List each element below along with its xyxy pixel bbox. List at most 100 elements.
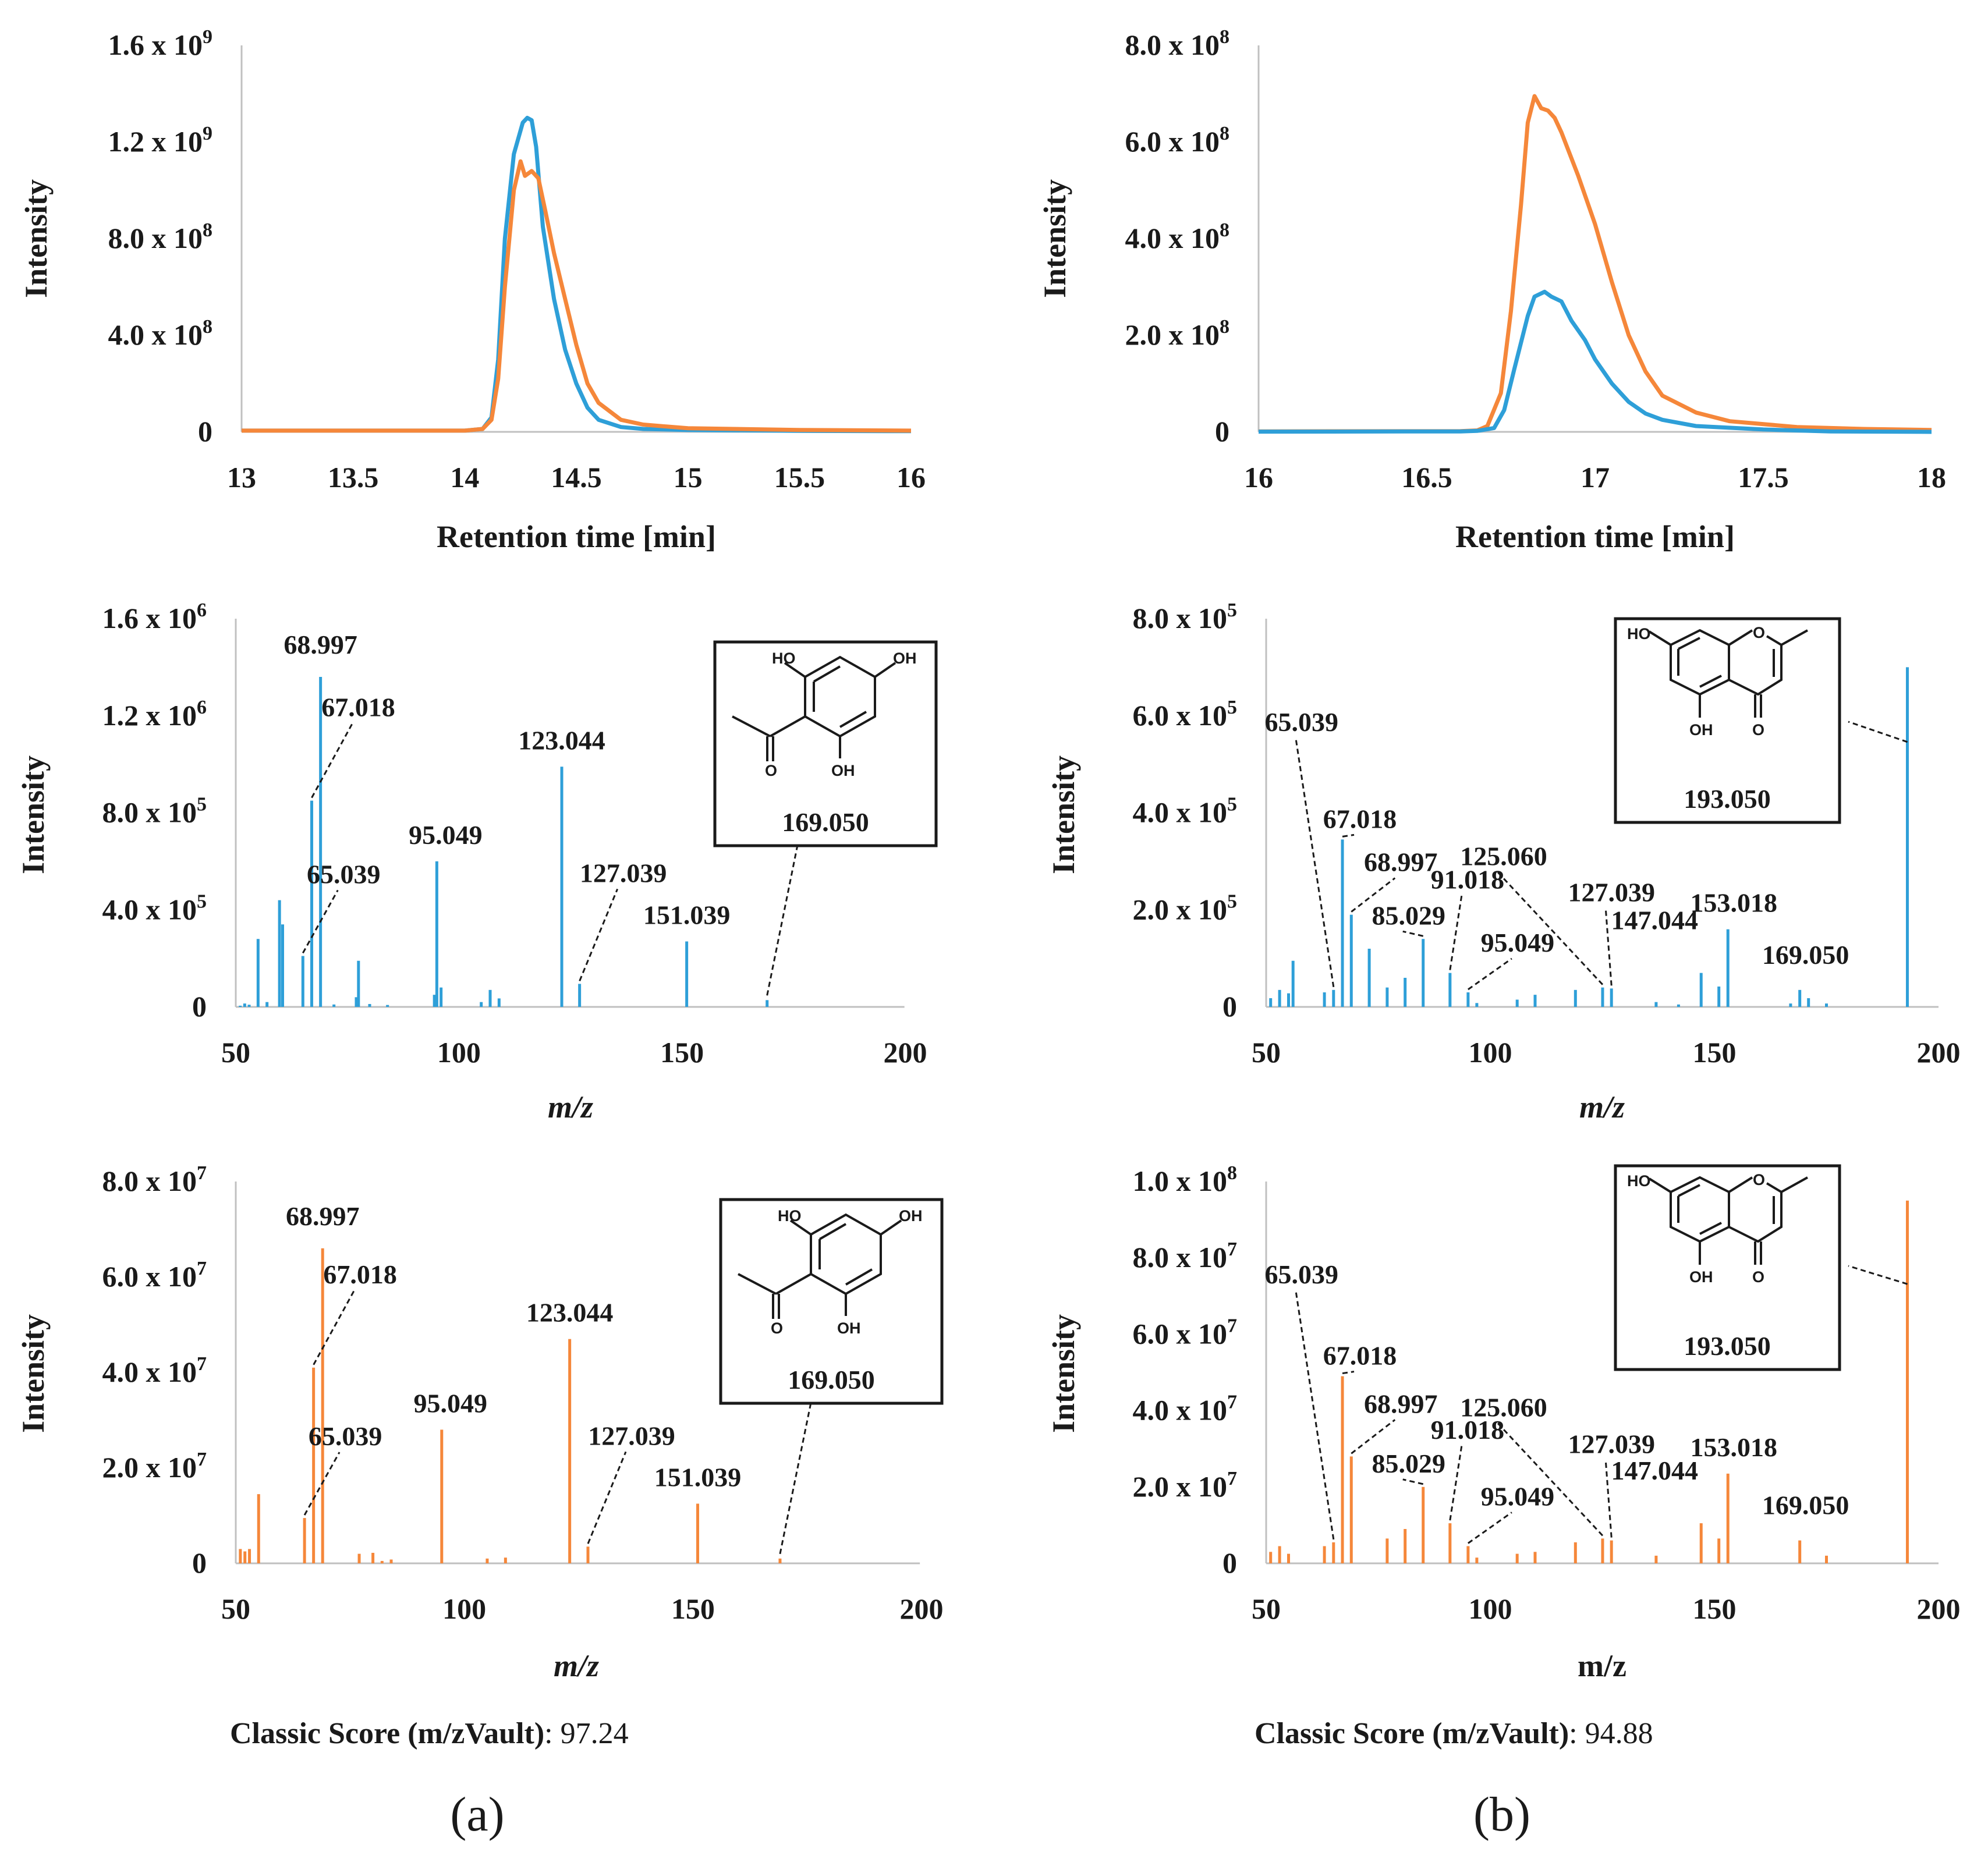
peak-leader-line [1449,1445,1463,1521]
peak-label: 68.997 [1364,1389,1438,1418]
x-tick-label: 14.5 [551,461,602,494]
x-tick-label: 14 [450,461,479,494]
x-tick-label: 13.5 [328,461,379,494]
y-tick-label: 4.0 x 107 [102,1353,207,1388]
y-tick-label: 1.6 x 109 [108,26,213,61]
series-line-orange [242,159,912,433]
peak-leader-line [1342,833,1355,838]
x-tick-label: 150 [1693,1036,1737,1069]
y-tick-exponent: 5 [1227,794,1237,815]
atom-label-o: O [771,1319,783,1337]
y-tick-exponent: 6 [197,697,207,718]
peak-label: 153.018 [1690,1432,1777,1462]
y-tick-exponent: 9 [203,123,212,144]
x-tick-label: 16.5 [1401,461,1452,494]
peak-label: 67.018 [323,1260,397,1289]
y-tick-label: 4.0 x 108 [1125,219,1230,254]
y-axis-label: Intensity [1037,179,1072,298]
y-tick-mantissa: 0 [1215,415,1229,448]
y-tick-exponent: 7 [1227,1239,1237,1260]
y-axis-label: Intensity [16,755,51,874]
peak-label: 127.039 [1568,1429,1655,1459]
peak-label: 85.029 [1372,1449,1445,1478]
x-tick-label: 15.5 [774,461,825,494]
y-axis-label: Intensity [1046,1314,1081,1433]
y-tick-mantissa: 8.0 x 10 [108,222,203,254]
y-tick-label: 8.0 x 105 [102,794,207,829]
y-tick-mantissa: 0 [192,990,207,1023]
atom-label-ho: HO [1627,1172,1651,1190]
y-tick-mantissa: 4.0 x 10 [1133,1394,1228,1427]
atom-label-oh: OH [1689,1268,1713,1286]
score-value: : 94.88 [1569,1717,1653,1750]
structure-mass-label: 193.050 [1684,1331,1771,1361]
peak-label: 65.039 [309,1421,382,1451]
peak-label: 123.044 [526,1298,614,1328]
x-tick-label: 50 [1252,1592,1281,1625]
atom-label-o: O [1753,1171,1765,1189]
y-tick-exponent: 5 [1227,599,1237,621]
y-tick-mantissa: 4.0 x 10 [1125,222,1220,254]
peak-label: 147.044 [1611,1456,1698,1485]
structure-inset-acetylphloroglucinol-blue: HO OH OH O 169.050 [713,640,938,847]
y-tick-exponent: 8 [1220,316,1229,338]
peak-leader-line [1604,1460,1613,1538]
y-tick-label: 8.0 x 108 [108,219,213,254]
peak-leader-line [1468,1512,1512,1544]
inset-leader-line [766,845,799,996]
peak-leader-line [1351,877,1396,913]
score-label: Classic Score (m/zVault) [1255,1717,1569,1750]
inset-leader-line [1848,1265,1908,1285]
panel-label-a: (a) [450,1787,504,1842]
y-tick-mantissa: 0 [1222,990,1237,1023]
peak-label: 127.039 [580,858,667,888]
y-tick-mantissa: 8.0 x 10 [102,796,197,829]
y-tick-label: 0 [192,990,207,1023]
peak-leader-line [311,722,353,799]
inset-leader-line [779,1402,812,1555]
x-tick-label: 150 [660,1036,704,1069]
x-tick-label: 150 [671,1592,715,1625]
peak-label: 127.039 [1568,877,1655,907]
peak-label: 91.018 [1431,865,1505,895]
y-tick-mantissa: 4.0 x 10 [1133,796,1228,829]
peak-leader-line [313,1290,355,1365]
y-tick-exponent: 7 [1227,1468,1237,1489]
x-tick-label: 100 [1469,1592,1512,1625]
y-tick-exponent: 5 [197,891,207,912]
x-tick-label: 13 [227,461,256,494]
y-tick-label: 8.0 x 107 [102,1162,207,1197]
y-tick-exponent: 7 [1227,1392,1237,1413]
x-tick-label: 200 [1917,1592,1961,1625]
y-tick-mantissa: 2.0 x 10 [102,1451,197,1484]
y-tick-label: 0 [192,1546,207,1579]
y-tick-exponent: 5 [197,794,207,815]
peak-label: 95.049 [409,820,483,850]
y-tick-mantissa: 8.0 x 10 [1133,602,1228,634]
peak-leader-line [303,1452,341,1516]
y-tick-mantissa: 6.0 x 10 [1125,125,1220,158]
y-tick-exponent: 8 [1220,123,1229,144]
y-tick-label: 6.0 x 107 [102,1258,207,1293]
y-tick-mantissa: 6.0 x 10 [1133,1317,1228,1350]
y-tick-mantissa: 0 [1222,1546,1237,1579]
peak-leader-line [1351,1419,1396,1454]
structure-mass-label: 169.050 [782,807,869,837]
series-line-blue [1258,289,1932,434]
structure-mass-label: 193.050 [1684,784,1771,814]
atom-label-oh: OH [831,762,855,779]
y-tick-exponent: 6 [197,599,207,621]
peak-leader-line [1402,1478,1424,1485]
peak-label: 68.997 [286,1201,360,1231]
atom-label-ho: HO [1627,625,1651,643]
peak-label: 67.018 [1323,1341,1397,1371]
y-tick-mantissa: 2.0 x 10 [1125,318,1220,351]
peak-label: 95.049 [414,1388,488,1418]
peak-label: 125.060 [1460,842,1547,871]
peak-label: 68.997 [284,630,357,659]
y-tick-label: 4.0 x 107 [1133,1392,1238,1427]
y-tick-exponent: 7 [197,1258,207,1279]
peak-leader-line [302,889,339,954]
